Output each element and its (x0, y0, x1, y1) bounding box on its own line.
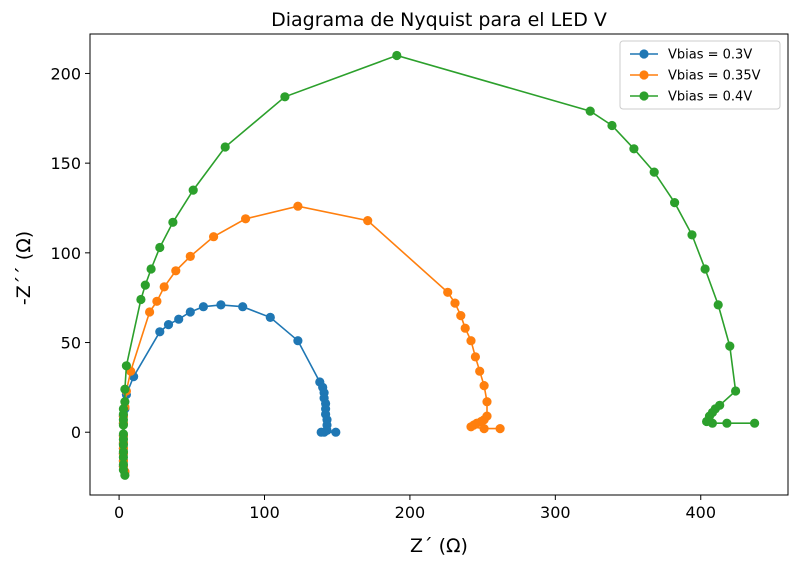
series-2-point-36 (466, 422, 476, 432)
y-tick-label: 0 (71, 423, 81, 442)
series-2-point-15 (159, 282, 169, 292)
series-3-point-26 (607, 120, 617, 131)
series-3-point-27 (629, 144, 639, 154)
series-2-point-28 (475, 366, 485, 376)
series-3-point-42 (750, 418, 760, 428)
x-tick-label: 100 (249, 503, 280, 522)
series-3-point-29 (670, 198, 680, 208)
series-1-point-13 (155, 327, 165, 337)
series-2-point-20 (293, 201, 303, 211)
series-2-point-38 (495, 424, 505, 434)
series-3-point-8 (118, 429, 128, 439)
series-2-point-22 (443, 287, 453, 297)
chart-title: Diagrama de Nyquist para el LED V (271, 9, 607, 31)
series-3-point-33 (725, 341, 735, 351)
series-3-point-15 (121, 361, 131, 371)
axes: 0 100 200 300 400 0 50 100 150 200 (50, 33, 789, 522)
series-2-point-37 (479, 424, 489, 434)
series-1-line (122, 304, 336, 472)
series-3-point-41 (722, 418, 732, 428)
series-2 (118, 201, 505, 477)
series-3 (118, 50, 760, 480)
series-1-point-34 (331, 427, 341, 437)
series-3-point-13 (120, 397, 130, 407)
plot-frame (89, 33, 789, 496)
series-3-point-14 (120, 384, 130, 394)
series-1-point-17 (198, 302, 208, 312)
series-2-point-14 (152, 296, 162, 306)
series-3-point-24 (392, 50, 402, 61)
series-1-point-15 (174, 314, 184, 324)
legend-box (619, 40, 781, 110)
legend-marker-2 (639, 70, 649, 80)
series-3-point-23 (280, 92, 290, 102)
series-2-point-23 (450, 298, 460, 308)
series-1-point-14 (163, 320, 174, 330)
series-2-point-26 (466, 336, 476, 346)
x-tick-label: 0 (114, 503, 124, 522)
series-3-point-40 (707, 418, 718, 428)
series-2-point-16 (171, 266, 181, 276)
series-1-point-19 (238, 302, 248, 312)
series-3-point-18 (146, 264, 156, 274)
series-1-point-18 (216, 300, 226, 310)
legend-label-2: Vbias = 0.35V (668, 69, 761, 84)
series-3-point-19 (155, 242, 165, 253)
series-2-point-21 (363, 216, 373, 226)
x-axis-label: Z´ (Ω) (410, 535, 468, 557)
series-2-point-18 (209, 232, 219, 242)
series-3-line (122, 54, 755, 476)
series-3-point-20 (168, 217, 178, 227)
series-3-point-22 (220, 142, 230, 152)
series-2-point-25 (460, 323, 470, 333)
series-3-point-17 (140, 280, 150, 290)
series-3-point-12 (118, 404, 128, 414)
series-3-point-3 (118, 459, 128, 470)
y-tick-label: 100 (50, 244, 81, 263)
series-2-point-29 (479, 381, 489, 391)
series-3-point-16 (136, 294, 146, 305)
x-tick-label: 400 (685, 503, 716, 522)
series-1-point-16 (185, 307, 195, 317)
series-3-point-31 (700, 264, 710, 274)
series-3-point-32 (713, 300, 723, 310)
series-3-point-34 (731, 386, 741, 396)
legend-marker-3 (639, 91, 649, 101)
y-axis-label: -Z´´ (Ω) (13, 231, 35, 305)
series-3-point-25 (585, 106, 595, 116)
legend-label-3: Vbias = 0.4V (668, 90, 752, 105)
series-3-point-28 (649, 167, 659, 177)
series-2-point-24 (456, 311, 466, 321)
legend-marker-1 (639, 49, 649, 59)
y-tick-label: 200 (50, 64, 81, 83)
series-2-line (122, 205, 501, 472)
y-tick-label: 150 (50, 154, 81, 173)
series-1-point-33 (316, 427, 326, 437)
plot-area (118, 50, 760, 480)
legend: Vbias = 0.3V Vbias = 0.35V Vbias = 0.4V (619, 40, 781, 110)
series-3-point-30 (687, 230, 697, 240)
series-2-point-13 (145, 307, 155, 317)
series-2-point-17 (185, 251, 195, 261)
series-2-point-27 (470, 352, 480, 362)
series-2-point-30 (482, 397, 492, 407)
series-3-point-21 (188, 185, 198, 195)
x-tick-label: 200 (395, 503, 426, 522)
series-3-point-5 (118, 447, 128, 457)
series-1-point-20 (265, 312, 275, 322)
x-tick-label: 300 (540, 503, 571, 522)
y-tick-label: 50 (61, 334, 81, 353)
series-2-point-19 (241, 214, 251, 224)
legend-label-1: Vbias = 0.3V (668, 48, 752, 63)
series-1 (118, 300, 341, 477)
series-1-point-21 (293, 336, 303, 346)
